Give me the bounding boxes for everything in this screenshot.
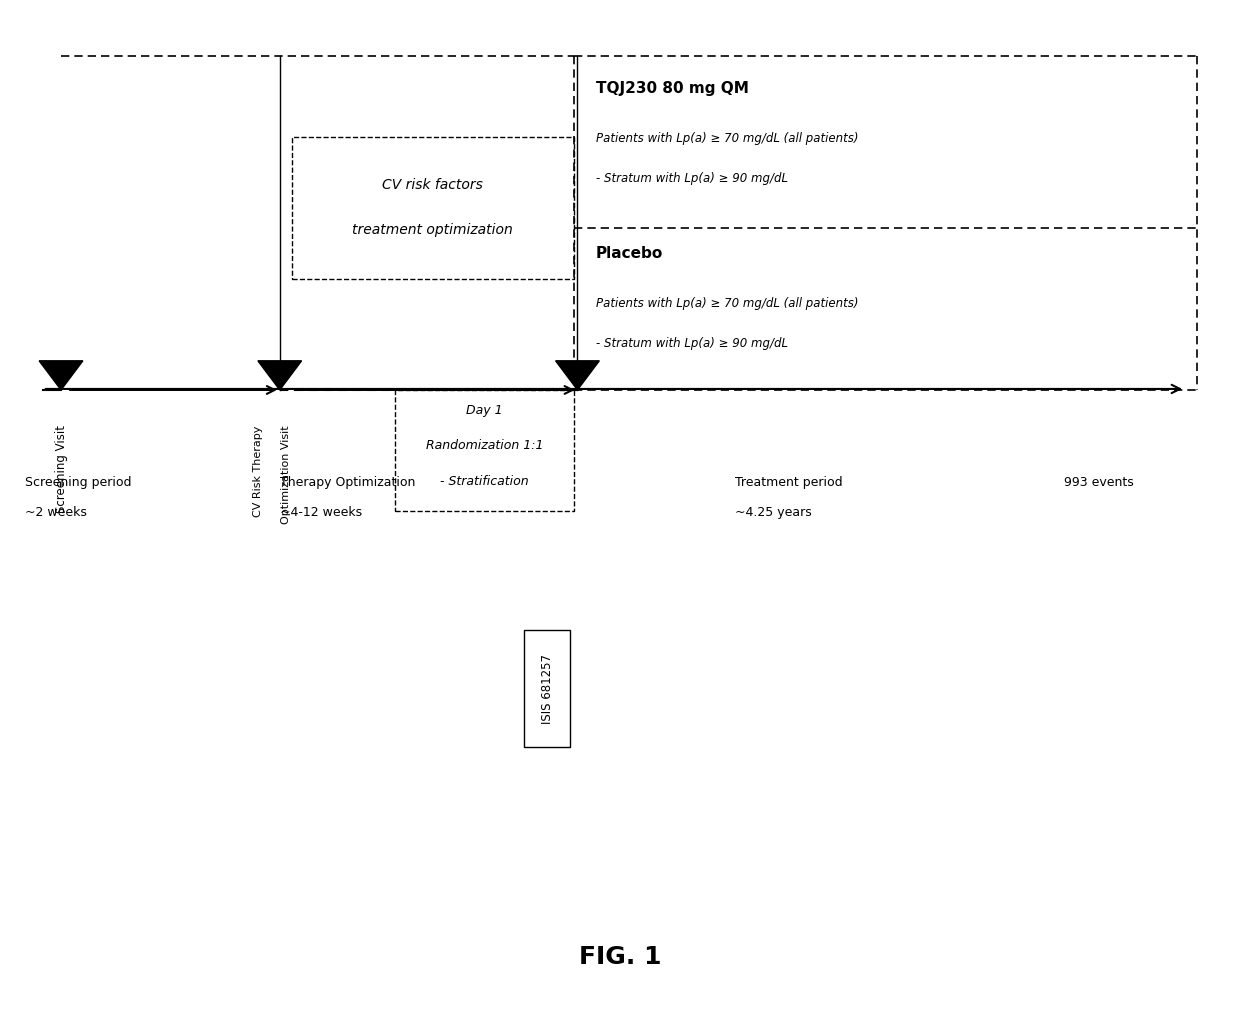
- Text: Patients with Lp(a) ≥ 70 mg/dL (all patients): Patients with Lp(a) ≥ 70 mg/dL (all pati…: [595, 132, 858, 145]
- Polygon shape: [258, 361, 301, 389]
- Text: CV risk factors: CV risk factors: [382, 179, 484, 192]
- Text: CV Risk Therapy: CV Risk Therapy: [253, 426, 263, 516]
- Text: - Stratification: - Stratification: [440, 474, 528, 488]
- Text: treatment optimization: treatment optimization: [352, 223, 513, 237]
- Text: Optimization Visit: Optimization Visit: [280, 426, 291, 524]
- Text: Day 1: Day 1: [466, 404, 502, 416]
- Text: Therapy Optimization: Therapy Optimization: [280, 476, 415, 489]
- Text: ~2 weeks: ~2 weeks: [25, 506, 87, 520]
- Polygon shape: [556, 361, 599, 389]
- Text: FIG. 1: FIG. 1: [579, 945, 661, 969]
- Text: - Stratum with Lp(a) ≥ 90 mg/dL: - Stratum with Lp(a) ≥ 90 mg/dL: [595, 173, 787, 185]
- Text: 993 events: 993 events: [1064, 476, 1133, 489]
- Text: ~4.25 years: ~4.25 years: [735, 506, 812, 520]
- FancyBboxPatch shape: [291, 137, 574, 279]
- Text: ISIS 681257: ISIS 681257: [541, 654, 553, 723]
- Text: Patients with Lp(a) ≥ 70 mg/dL (all patients): Patients with Lp(a) ≥ 70 mg/dL (all pati…: [595, 296, 858, 310]
- Text: Treatment period: Treatment period: [735, 476, 843, 489]
- Text: Screening period: Screening period: [25, 476, 131, 489]
- Text: Randomization 1:1: Randomization 1:1: [425, 439, 543, 452]
- Text: Screening Visit: Screening Visit: [55, 426, 67, 513]
- Text: - Stratum with Lp(a) ≥ 90 mg/dL: - Stratum with Lp(a) ≥ 90 mg/dL: [595, 338, 787, 350]
- FancyBboxPatch shape: [396, 389, 574, 511]
- Polygon shape: [40, 361, 83, 389]
- Text: TQJ230 80 mg QM: TQJ230 80 mg QM: [595, 82, 749, 96]
- Text: ~4-12 weeks: ~4-12 weeks: [280, 506, 362, 520]
- Text: Placebo: Placebo: [595, 246, 663, 261]
- FancyBboxPatch shape: [525, 630, 570, 747]
